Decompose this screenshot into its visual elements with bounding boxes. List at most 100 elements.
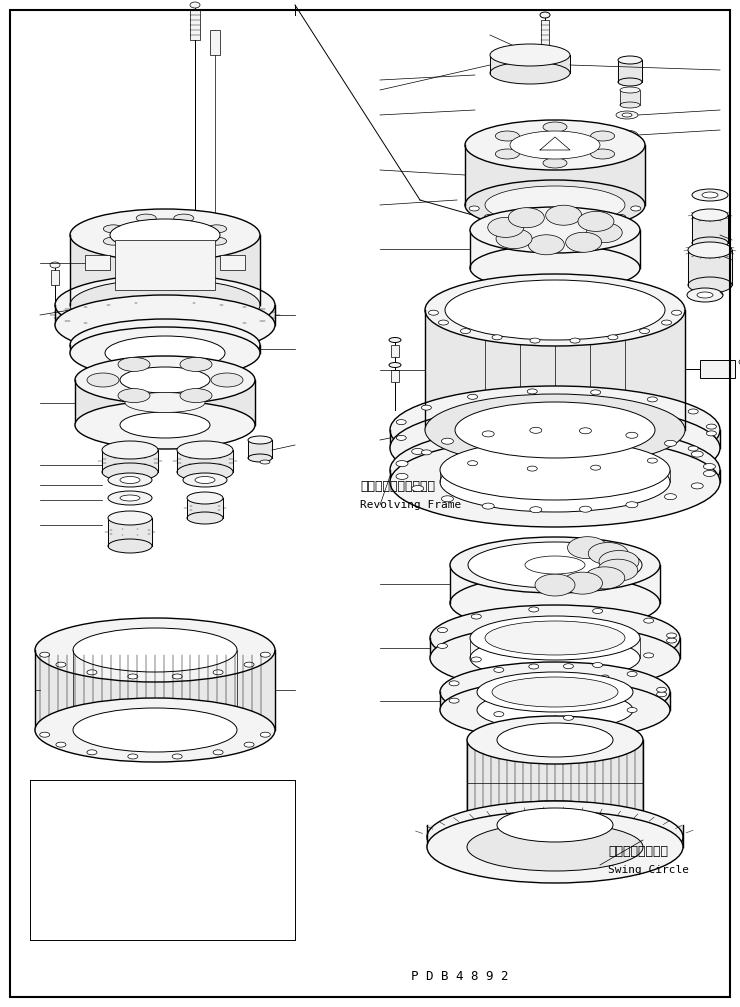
Ellipse shape bbox=[591, 465, 601, 470]
Ellipse shape bbox=[35, 698, 275, 762]
Ellipse shape bbox=[543, 158, 567, 168]
Polygon shape bbox=[102, 450, 158, 472]
Ellipse shape bbox=[260, 732, 270, 737]
Ellipse shape bbox=[102, 441, 158, 459]
Ellipse shape bbox=[485, 621, 625, 655]
Polygon shape bbox=[688, 250, 732, 285]
Ellipse shape bbox=[495, 131, 519, 141]
Ellipse shape bbox=[608, 334, 618, 339]
Ellipse shape bbox=[485, 212, 625, 248]
Ellipse shape bbox=[396, 473, 408, 479]
Text: レボルビングフレーム: レボルビングフレーム bbox=[360, 480, 435, 493]
Ellipse shape bbox=[187, 492, 223, 504]
Polygon shape bbox=[620, 90, 640, 105]
Ellipse shape bbox=[470, 245, 640, 291]
Polygon shape bbox=[465, 145, 645, 205]
Ellipse shape bbox=[494, 668, 504, 673]
Ellipse shape bbox=[442, 495, 454, 501]
Ellipse shape bbox=[587, 221, 596, 226]
Ellipse shape bbox=[428, 310, 439, 315]
Ellipse shape bbox=[118, 389, 150, 403]
Ellipse shape bbox=[197, 495, 213, 501]
Ellipse shape bbox=[128, 674, 138, 679]
Ellipse shape bbox=[260, 653, 270, 658]
Ellipse shape bbox=[692, 237, 728, 249]
Ellipse shape bbox=[697, 245, 723, 255]
Ellipse shape bbox=[619, 133, 631, 138]
Ellipse shape bbox=[120, 412, 210, 438]
Bar bbox=[601, 679, 609, 687]
Ellipse shape bbox=[427, 801, 683, 873]
Bar bbox=[541, 20, 549, 45]
Ellipse shape bbox=[180, 389, 212, 403]
Ellipse shape bbox=[104, 225, 124, 233]
Ellipse shape bbox=[477, 672, 633, 712]
Polygon shape bbox=[75, 380, 255, 425]
Polygon shape bbox=[450, 565, 660, 603]
Text: P D B 4 8 9 2: P D B 4 8 9 2 bbox=[411, 970, 509, 983]
Ellipse shape bbox=[484, 214, 494, 220]
Polygon shape bbox=[692, 215, 728, 243]
Ellipse shape bbox=[468, 460, 477, 465]
Bar bbox=[85, 255, 110, 270]
Ellipse shape bbox=[183, 473, 227, 487]
Ellipse shape bbox=[570, 338, 580, 343]
Ellipse shape bbox=[540, 12, 550, 18]
Ellipse shape bbox=[687, 288, 723, 302]
Ellipse shape bbox=[449, 681, 459, 686]
Ellipse shape bbox=[622, 113, 632, 117]
Ellipse shape bbox=[108, 511, 152, 525]
Ellipse shape bbox=[648, 458, 657, 463]
Bar bbox=[190, 10, 200, 40]
Ellipse shape bbox=[40, 653, 50, 658]
Ellipse shape bbox=[50, 262, 60, 268]
Ellipse shape bbox=[568, 537, 608, 559]
Polygon shape bbox=[187, 498, 223, 518]
Ellipse shape bbox=[497, 723, 613, 757]
Ellipse shape bbox=[533, 721, 577, 735]
Ellipse shape bbox=[494, 712, 504, 717]
Ellipse shape bbox=[195, 476, 215, 483]
Ellipse shape bbox=[601, 675, 609, 679]
Ellipse shape bbox=[578, 211, 614, 232]
Ellipse shape bbox=[55, 295, 275, 355]
Text: Revolving Frame: Revolving Frame bbox=[360, 500, 461, 510]
Ellipse shape bbox=[105, 328, 225, 362]
Ellipse shape bbox=[172, 754, 182, 759]
Ellipse shape bbox=[260, 460, 270, 464]
Ellipse shape bbox=[411, 448, 424, 454]
Polygon shape bbox=[425, 310, 685, 430]
Ellipse shape bbox=[120, 495, 140, 501]
Ellipse shape bbox=[206, 238, 226, 245]
Ellipse shape bbox=[477, 690, 633, 730]
Ellipse shape bbox=[692, 209, 728, 221]
Ellipse shape bbox=[688, 277, 732, 293]
Ellipse shape bbox=[450, 537, 660, 593]
Ellipse shape bbox=[616, 111, 638, 119]
Ellipse shape bbox=[425, 274, 685, 346]
Ellipse shape bbox=[508, 48, 552, 62]
Ellipse shape bbox=[136, 248, 156, 256]
Ellipse shape bbox=[510, 131, 600, 159]
Ellipse shape bbox=[120, 367, 210, 393]
Ellipse shape bbox=[108, 473, 152, 487]
Ellipse shape bbox=[585, 567, 625, 589]
Ellipse shape bbox=[551, 716, 559, 720]
Ellipse shape bbox=[618, 78, 642, 86]
Ellipse shape bbox=[108, 491, 152, 505]
Ellipse shape bbox=[213, 750, 223, 755]
Ellipse shape bbox=[440, 662, 670, 722]
Ellipse shape bbox=[87, 750, 97, 755]
Ellipse shape bbox=[488, 218, 524, 238]
Ellipse shape bbox=[665, 493, 676, 499]
Text: Swing Circle: Swing Circle bbox=[608, 865, 689, 875]
Ellipse shape bbox=[688, 242, 732, 258]
Ellipse shape bbox=[445, 280, 665, 340]
Ellipse shape bbox=[593, 663, 602, 668]
Ellipse shape bbox=[671, 310, 682, 315]
Ellipse shape bbox=[467, 801, 643, 849]
Ellipse shape bbox=[468, 542, 642, 588]
Ellipse shape bbox=[128, 754, 138, 759]
Ellipse shape bbox=[136, 214, 156, 223]
Ellipse shape bbox=[244, 742, 254, 747]
